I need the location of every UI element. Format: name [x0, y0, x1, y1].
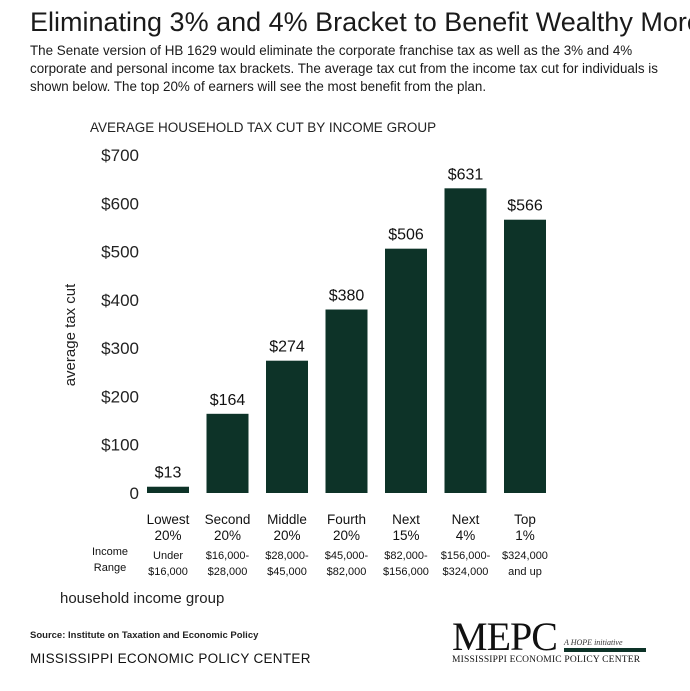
income-range-labels: Under $16,000 $16,000- $28,000 $28,000- $45,0…: [148, 550, 548, 578]
bar-data-label: $631: [448, 166, 484, 183]
income-range-label: $324,000: [443, 566, 489, 578]
y-tick-label: $400: [101, 291, 139, 310]
organization-name: MISSISSIPPI ECONOMIC POLICY CENTER: [30, 651, 311, 666]
bars: [147, 188, 546, 493]
income-range-label: $16,000: [148, 566, 188, 578]
y-tick-label: $600: [101, 194, 139, 213]
bar-data-label: $274: [269, 339, 305, 356]
x-category-label: 20%: [333, 528, 360, 543]
x-category-label: 20%: [154, 528, 181, 543]
bar-data-label: $13: [155, 465, 182, 482]
income-range-label: $45,000-: [325, 550, 369, 562]
y-tick-label: $300: [101, 339, 139, 358]
x-axis-label: household income group: [60, 590, 225, 607]
y-tick-label: 0: [130, 484, 139, 503]
bar: [385, 248, 427, 493]
chart-title: AVERAGE HOUSEHOLD TAX CUT BY INCOME GROU…: [90, 120, 437, 135]
income-range-heading: Income Range: [92, 546, 128, 574]
x-category-label: Next: [452, 512, 480, 527]
source-note: Source: Institute on Taxation and Econom…: [30, 630, 259, 641]
bar: [147, 486, 189, 493]
x-category-label: 4%: [456, 528, 476, 543]
x-category-label: Next: [392, 512, 420, 527]
logo-tagline: A HOPE initiative: [564, 638, 623, 647]
income-range-label: $45,000: [267, 566, 307, 578]
x-category-label: Top: [514, 512, 536, 527]
x-category-label: 20%: [273, 528, 300, 543]
x-category-label: 20%: [214, 528, 241, 543]
income-range-label: $324,000: [502, 550, 548, 562]
bar: [504, 219, 546, 493]
x-category-label: 15%: [392, 528, 419, 543]
bar: [325, 309, 368, 493]
x-category-label: Middle: [267, 512, 307, 527]
income-range-label: $156,000: [383, 566, 429, 578]
income-range-label: and up: [508, 566, 542, 578]
logo-subtitle: MISSISSIPPI ECONOMIC POLICY CENTER: [452, 655, 641, 665]
page-title: Eliminating 3% and 4% Bracket to Benefit…: [30, 7, 690, 37]
x-category-label: Fourth: [327, 512, 366, 527]
x-category-label: 1%: [515, 528, 535, 543]
x-axis-category-labels: Lowest20%Second20%Middle20%Fourth20%Next…: [147, 512, 536, 543]
bar-chart: $700 $600 $500 $400 $300 $200 $100 0 $13 $164 $27…: [62, 146, 548, 578]
income-range-label: $28,000: [208, 566, 248, 578]
y-tick-label: $200: [101, 387, 139, 406]
mepc-logo: MEPC A HOPE initiative MISSISSIPPI ECONO…: [452, 617, 672, 667]
bar-data-label: $566: [507, 198, 543, 215]
bar: [444, 188, 487, 493]
y-tick-label: $100: [101, 436, 139, 455]
bar: [206, 413, 249, 493]
y-tick-label: $500: [101, 243, 139, 262]
logo-bar: [564, 648, 646, 652]
income-range-label: Under: [153, 550, 183, 562]
x-category-label: Lowest: [147, 512, 190, 527]
bar: [266, 360, 308, 493]
income-range-label: $28,000-: [265, 550, 309, 562]
y-axis-label: average tax cut: [62, 283, 79, 386]
income-range-label: $82,000: [327, 566, 367, 578]
y-tick-label: $700: [101, 146, 139, 165]
bar-data-label: $164: [210, 392, 246, 409]
income-range-label: $16,000-: [206, 550, 250, 562]
bar-data-labels: $13 $164 $274 $380 $506 $631 $566: [155, 166, 543, 481]
bar-data-label: $506: [388, 227, 424, 244]
y-axis-ticks: $700 $600 $500 $400 $300 $200 $100 0: [101, 146, 139, 503]
logo-mark: MEPC: [452, 614, 558, 659]
bar-data-label: $380: [329, 288, 365, 305]
x-category-label: Second: [205, 512, 251, 527]
page-description: The Senate version of HB 1629 would elim…: [30, 43, 658, 94]
income-range-label: $156,000-: [441, 550, 491, 562]
income-range-label: $82,000-: [384, 550, 428, 562]
